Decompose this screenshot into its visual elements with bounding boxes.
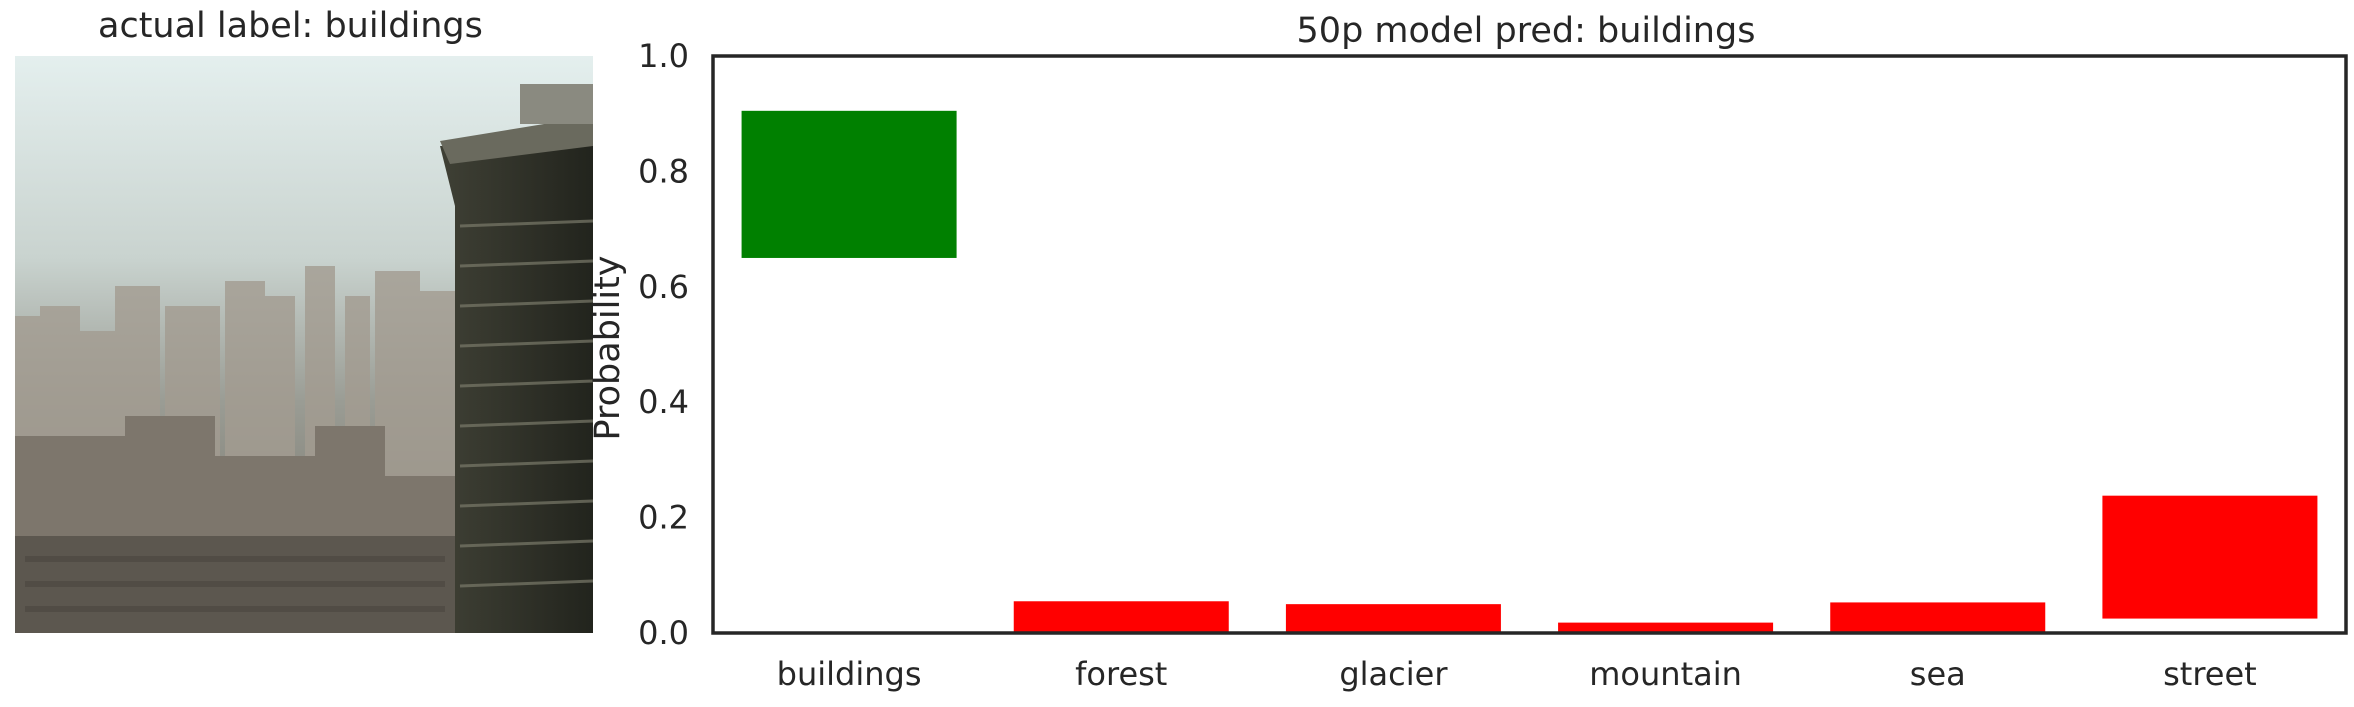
- building-photo: [15, 56, 593, 633]
- y-axis-label: Probability: [588, 255, 628, 440]
- bar-mountain: [1558, 622, 1774, 633]
- x-tick-label: buildings: [777, 655, 922, 693]
- y-tick-label: 0.2: [638, 499, 689, 537]
- chart-title: 50p model pred: buildings: [1297, 11, 1756, 51]
- y-tick-label: 0.6: [638, 268, 689, 306]
- x-tick-label: sea: [1910, 655, 1966, 693]
- bar-glacier: [1285, 604, 1501, 633]
- x-tick-label: mountain: [1589, 655, 1742, 693]
- x-tick-label: forest: [1075, 655, 1167, 693]
- plot-frame: [711, 54, 2348, 635]
- y-tick-label: 0.8: [638, 152, 689, 190]
- bar-sea: [1830, 602, 2046, 633]
- photo-title: actual label: buildings: [98, 6, 483, 46]
- bar-street: [2102, 495, 2318, 619]
- y-tick-label: 1.0: [638, 37, 689, 75]
- x-tick-label: glacier: [1339, 655, 1448, 693]
- y-tick-label: 0.4: [638, 383, 689, 421]
- bar-forest: [1013, 601, 1229, 633]
- y-tick-label: 0.0: [638, 614, 689, 652]
- x-tick-label: street: [2163, 655, 2257, 693]
- bar-buildings: [741, 110, 957, 258]
